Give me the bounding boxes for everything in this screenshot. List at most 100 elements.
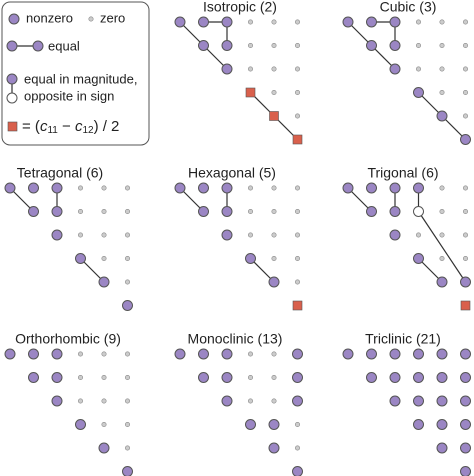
- link: [179, 187, 204, 212]
- zero-dot: [125, 185, 131, 191]
- nonzero-dot: [413, 87, 424, 98]
- zero-dot: [462, 42, 468, 48]
- link: [179, 21, 204, 46]
- zero-dot: [462, 66, 468, 72]
- nonzero-dot: [389, 63, 401, 75]
- nonzero-dot: [292, 395, 303, 407]
- opposite-dot: [413, 206, 424, 217]
- nonzero-dot: [268, 276, 280, 288]
- nonzero-dot: [198, 372, 209, 383]
- zero-dot: [439, 255, 445, 261]
- nonzero-dot: [460, 372, 471, 383]
- zero-dot: [78, 209, 84, 215]
- zero-dot: [101, 421, 107, 427]
- legend-label: equal: [48, 38, 80, 53]
- nonzero-dot: [221, 348, 233, 360]
- nonzero-dot: [221, 16, 233, 28]
- nonzero-dot: [460, 395, 471, 407]
- nonzero-dot: [198, 182, 209, 194]
- square-mark: [7, 121, 18, 132]
- zero-dot: [294, 209, 300, 215]
- nonzero-dot: [4, 348, 16, 360]
- nonzero-dot: [460, 134, 471, 145]
- nonzero-dot: [389, 182, 401, 194]
- zero-dot: [271, 66, 277, 72]
- zero-dot: [294, 421, 300, 427]
- zero-dot: [462, 232, 468, 238]
- nonzero-dot: [389, 40, 401, 51]
- zero-dot: [248, 42, 254, 48]
- nonzero-dot: [221, 395, 233, 407]
- panel-title: Cubic (3): [380, 0, 437, 15]
- nonzero-dot: [4, 182, 16, 194]
- zero-dot: [78, 398, 84, 404]
- nonzero-dot: [51, 206, 63, 217]
- zero-dot: [88, 16, 94, 22]
- zero-dot: [248, 232, 254, 238]
- zero-dot: [125, 445, 131, 451]
- zero-dot: [125, 351, 131, 357]
- zero-dot: [294, 279, 300, 285]
- nonzero-dot: [174, 348, 186, 360]
- link: [347, 21, 372, 46]
- zero-dot: [415, 232, 421, 238]
- zero-dot: [271, 185, 277, 191]
- zero-dot: [415, 42, 421, 48]
- zero-dot: [439, 42, 445, 48]
- zero-dot: [248, 185, 254, 191]
- legend-label: zero: [100, 10, 125, 25]
- nonzero-dot: [460, 442, 471, 454]
- legend-box: [1, 1, 150, 146]
- zero-dot: [248, 66, 254, 72]
- link: [418, 92, 443, 117]
- nonzero-dot: [268, 442, 280, 454]
- nonzero-dot: [460, 419, 471, 430]
- zero-dot: [271, 90, 277, 96]
- nonzero-dot: [221, 206, 233, 217]
- zero-dot: [439, 19, 445, 25]
- panel-title: Hexagonal (5): [188, 165, 276, 181]
- zero-dot: [294, 185, 300, 191]
- nonzero-dot: [51, 182, 63, 194]
- zero-dot: [101, 255, 107, 261]
- nonzero-dot: [174, 182, 186, 194]
- square-mark: [292, 134, 303, 145]
- square-mark: [269, 111, 279, 121]
- square-mark: [460, 300, 471, 311]
- nonzero-dot: [28, 182, 39, 194]
- nonzero-dot: [413, 182, 424, 194]
- link: [347, 187, 372, 212]
- legend: nonzero zero equal equal in magnitude, o…: [6, 10, 137, 136]
- nonzero-dot: [198, 16, 209, 28]
- square-mark: [245, 87, 256, 98]
- nonzero-dot: [122, 300, 133, 311]
- nonzero-dot: [342, 348, 354, 360]
- panel-title: Orthorhombic (9): [15, 331, 121, 347]
- link: [250, 258, 275, 283]
- nonzero-dot: [389, 348, 401, 360]
- nonzero-dot: [342, 16, 354, 28]
- legend-formula: = (c11 − c12) / 2: [22, 118, 119, 136]
- zero-dot: [294, 90, 300, 96]
- zero-dot: [294, 113, 300, 119]
- nonzero-dot: [51, 395, 63, 407]
- legend-label: nonzero: [26, 10, 73, 25]
- nonzero-dot: [221, 63, 233, 75]
- zero-dot: [439, 90, 445, 96]
- nonzero-dot: [413, 348, 424, 360]
- zero-dot: [294, 42, 300, 48]
- zero-dot: [294, 232, 300, 238]
- zero-dot: [271, 232, 277, 238]
- link: [9, 187, 34, 212]
- zero-dot: [125, 255, 131, 261]
- zero-dot: [294, 19, 300, 25]
- nonzero-dot: [436, 395, 448, 407]
- zero-dot: [294, 445, 300, 451]
- nonzero-dot: [436, 348, 448, 360]
- zero-dot: [415, 66, 421, 72]
- nonzero-dot: [413, 372, 424, 383]
- link: [80, 258, 105, 283]
- zero-dot: [271, 374, 277, 380]
- nonzero-dot: [221, 372, 233, 383]
- zero-dot: [271, 209, 277, 215]
